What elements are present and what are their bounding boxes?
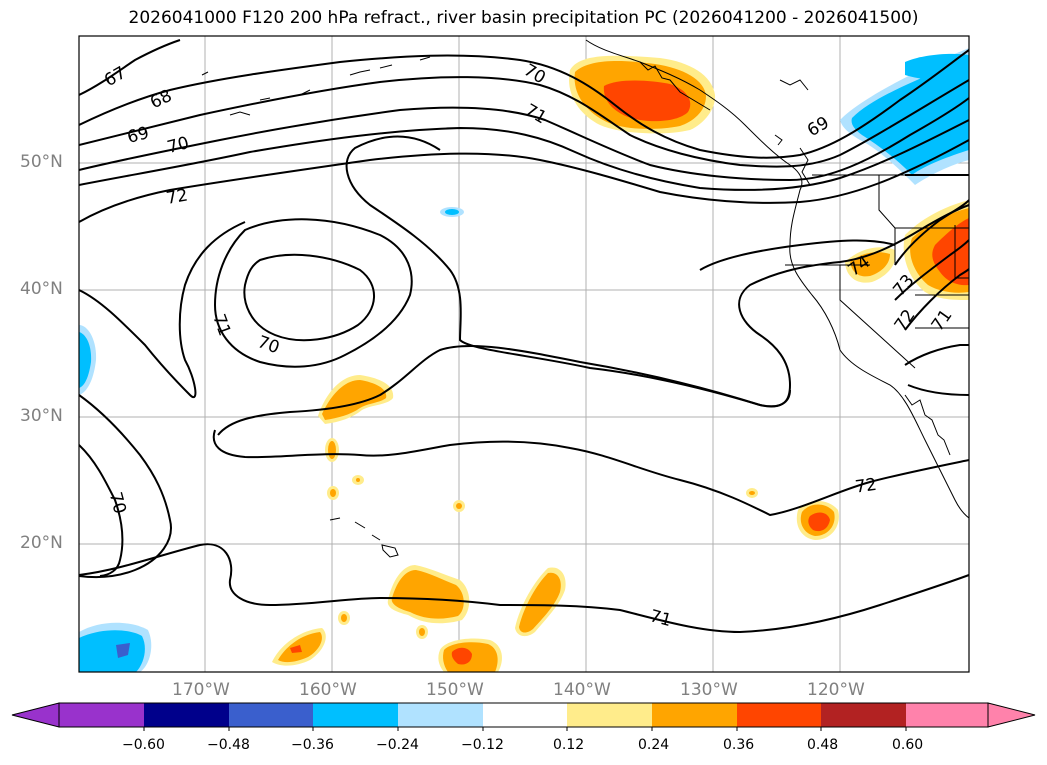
contour-label: 74 — [845, 252, 874, 281]
contour-label: 67 — [101, 63, 130, 91]
lon-label-170w: 170°W — [172, 680, 230, 700]
contour-label: 71 — [648, 606, 674, 631]
colorbar — [11, 702, 1036, 731]
lon-label-140w: 140°W — [553, 680, 611, 700]
contour-label: 73 — [889, 271, 918, 300]
colorbar-segment — [906, 703, 988, 727]
contour-label: 70 — [105, 490, 130, 516]
colorbar-label: −0.36 — [291, 737, 334, 753]
map-background — [79, 36, 969, 672]
colorbar-label: 0.12 — [553, 737, 585, 753]
contour-label: 70 — [165, 133, 191, 158]
lat-label-50n: 50°N — [20, 152, 63, 172]
contour-label: 72 — [891, 306, 920, 335]
contour-label: 71 — [928, 306, 957, 335]
colorbar-label: 0.36 — [723, 737, 755, 753]
colorbar-segment — [483, 703, 567, 727]
lon-label-120w: 120°W — [807, 680, 865, 700]
refractivity-contours — [79, 39, 969, 634]
colorbar-segment — [737, 703, 821, 727]
colorbar-label: −0.12 — [461, 737, 504, 753]
colorbar-label: −0.24 — [376, 737, 419, 753]
precipitation-shading — [79, 48, 969, 672]
colorbar-segment — [652, 703, 737, 727]
contour-label: 70 — [255, 332, 282, 358]
contour-label: 72 — [165, 185, 190, 208]
contour-label: 69 — [125, 123, 151, 148]
colorbar-segment — [59, 703, 144, 727]
contour-label: 70 — [520, 60, 549, 88]
lon-label-160w: 160°W — [299, 680, 357, 700]
contour-label: 68 — [147, 86, 175, 113]
colorbar-segment — [821, 703, 906, 727]
colorbar-segment — [567, 703, 652, 727]
lat-label-30n: 30°N — [20, 406, 63, 426]
colorbar-label: 0.60 — [892, 737, 924, 753]
colorbar-segment — [313, 703, 398, 727]
colorbar-label: 0.24 — [638, 737, 670, 753]
colorbar-label: 0.48 — [807, 737, 839, 753]
colorbar-label: −0.48 — [207, 737, 250, 753]
contour-label: 71 — [521, 100, 550, 128]
lat-label-40n: 40°N — [20, 279, 63, 299]
gridlines — [79, 36, 969, 672]
lat-label-20n: 20°N — [20, 533, 63, 553]
contour-label: 72 — [854, 475, 878, 498]
colorbar-segment — [144, 703, 229, 727]
lon-label-130w: 130°W — [680, 680, 738, 700]
colorbar-segment — [398, 703, 483, 727]
contour-label: 69 — [804, 113, 833, 141]
colorbar-label: −0.60 — [122, 737, 165, 753]
lon-label-150w: 150°W — [426, 680, 484, 700]
colorbar-segment — [229, 703, 313, 727]
map-title: 2026041000 F120 200 hPa refract., river … — [128, 8, 919, 28]
contour-label: 71 — [208, 312, 234, 339]
map-frame — [78, 35, 970, 673]
